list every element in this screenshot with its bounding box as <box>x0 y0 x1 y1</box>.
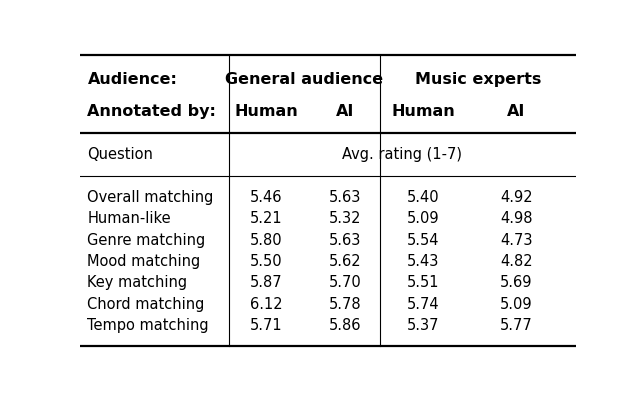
Text: Genre matching: Genre matching <box>88 233 205 248</box>
Text: Chord matching: Chord matching <box>88 297 205 312</box>
Text: 5.54: 5.54 <box>407 233 440 248</box>
Text: 5.50: 5.50 <box>250 254 282 269</box>
Text: 5.70: 5.70 <box>329 276 362 290</box>
Text: AI: AI <box>336 104 355 119</box>
Text: 4.98: 4.98 <box>500 211 532 227</box>
Text: 5.86: 5.86 <box>329 318 362 333</box>
Text: 5.77: 5.77 <box>500 318 533 333</box>
Text: 5.71: 5.71 <box>250 318 282 333</box>
Text: 5.32: 5.32 <box>329 211 362 227</box>
Text: 5.09: 5.09 <box>407 211 440 227</box>
Text: Avg. rating (1-7): Avg. rating (1-7) <box>342 147 463 162</box>
Text: 5.63: 5.63 <box>329 190 362 205</box>
Text: 5.37: 5.37 <box>407 318 440 333</box>
Text: 4.73: 4.73 <box>500 233 532 248</box>
Text: Key matching: Key matching <box>88 276 188 290</box>
Text: 5.43: 5.43 <box>407 254 440 269</box>
Text: Human: Human <box>391 104 455 119</box>
Text: 5.46: 5.46 <box>250 190 282 205</box>
Text: 4.92: 4.92 <box>500 190 532 205</box>
Text: Tempo matching: Tempo matching <box>88 318 209 333</box>
Text: 5.69: 5.69 <box>500 276 532 290</box>
Text: 5.40: 5.40 <box>407 190 440 205</box>
Text: 5.78: 5.78 <box>329 297 362 312</box>
Text: Human: Human <box>234 104 298 119</box>
Text: 4.82: 4.82 <box>500 254 532 269</box>
Text: Music experts: Music experts <box>415 72 541 87</box>
Text: 5.51: 5.51 <box>407 276 440 290</box>
Text: 6.12: 6.12 <box>250 297 282 312</box>
Text: 5.09: 5.09 <box>500 297 532 312</box>
Text: Audience:: Audience: <box>88 72 177 87</box>
Text: 5.21: 5.21 <box>250 211 282 227</box>
Text: 5.63: 5.63 <box>329 233 362 248</box>
Text: General audience: General audience <box>225 72 383 87</box>
Text: Question: Question <box>88 147 154 162</box>
Text: 5.62: 5.62 <box>329 254 362 269</box>
Text: Human-like: Human-like <box>88 211 171 227</box>
Text: Overall matching: Overall matching <box>88 190 214 205</box>
Text: 5.87: 5.87 <box>250 276 282 290</box>
Text: AI: AI <box>508 104 525 119</box>
Text: Annotated by:: Annotated by: <box>88 104 216 119</box>
Text: 5.80: 5.80 <box>250 233 282 248</box>
Text: 5.74: 5.74 <box>407 297 440 312</box>
Text: Mood matching: Mood matching <box>88 254 201 269</box>
